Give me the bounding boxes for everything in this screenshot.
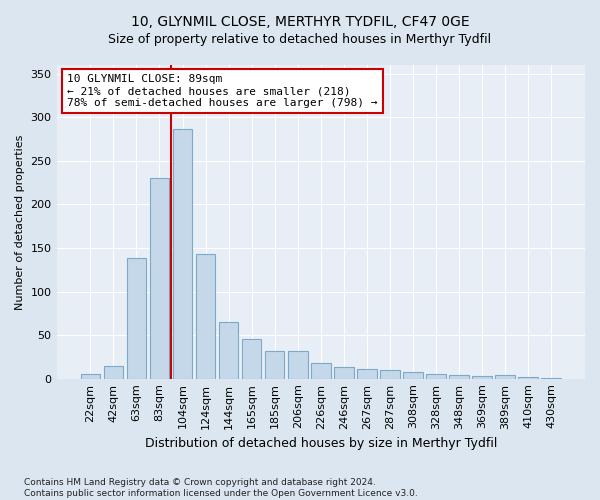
Text: 10, GLYNMIL CLOSE, MERTHYR TYDFIL, CF47 0GE: 10, GLYNMIL CLOSE, MERTHYR TYDFIL, CF47 … — [131, 15, 469, 29]
Bar — [449, 375, 469, 378]
Bar — [426, 374, 446, 378]
Bar — [127, 258, 146, 378]
X-axis label: Distribution of detached houses by size in Merthyr Tydfil: Distribution of detached houses by size … — [145, 437, 497, 450]
Bar — [380, 370, 400, 378]
Y-axis label: Number of detached properties: Number of detached properties — [15, 134, 25, 310]
Bar — [173, 128, 193, 378]
Bar — [518, 377, 538, 378]
Bar — [334, 368, 353, 378]
Text: 10 GLYNMIL CLOSE: 89sqm
← 21% of detached houses are smaller (218)
78% of semi-d: 10 GLYNMIL CLOSE: 89sqm ← 21% of detache… — [67, 74, 377, 108]
Bar — [80, 374, 100, 378]
Bar — [265, 351, 284, 378]
Text: Size of property relative to detached houses in Merthyr Tydfil: Size of property relative to detached ho… — [109, 32, 491, 46]
Bar — [196, 254, 215, 378]
Text: Contains HM Land Registry data © Crown copyright and database right 2024.
Contai: Contains HM Land Registry data © Crown c… — [24, 478, 418, 498]
Bar — [472, 376, 492, 378]
Bar — [104, 366, 123, 378]
Bar — [403, 372, 423, 378]
Bar — [357, 369, 377, 378]
Bar — [242, 338, 262, 378]
Bar — [288, 351, 308, 378]
Bar — [496, 375, 515, 378]
Bar — [311, 363, 331, 378]
Bar — [149, 178, 169, 378]
Bar — [219, 322, 238, 378]
